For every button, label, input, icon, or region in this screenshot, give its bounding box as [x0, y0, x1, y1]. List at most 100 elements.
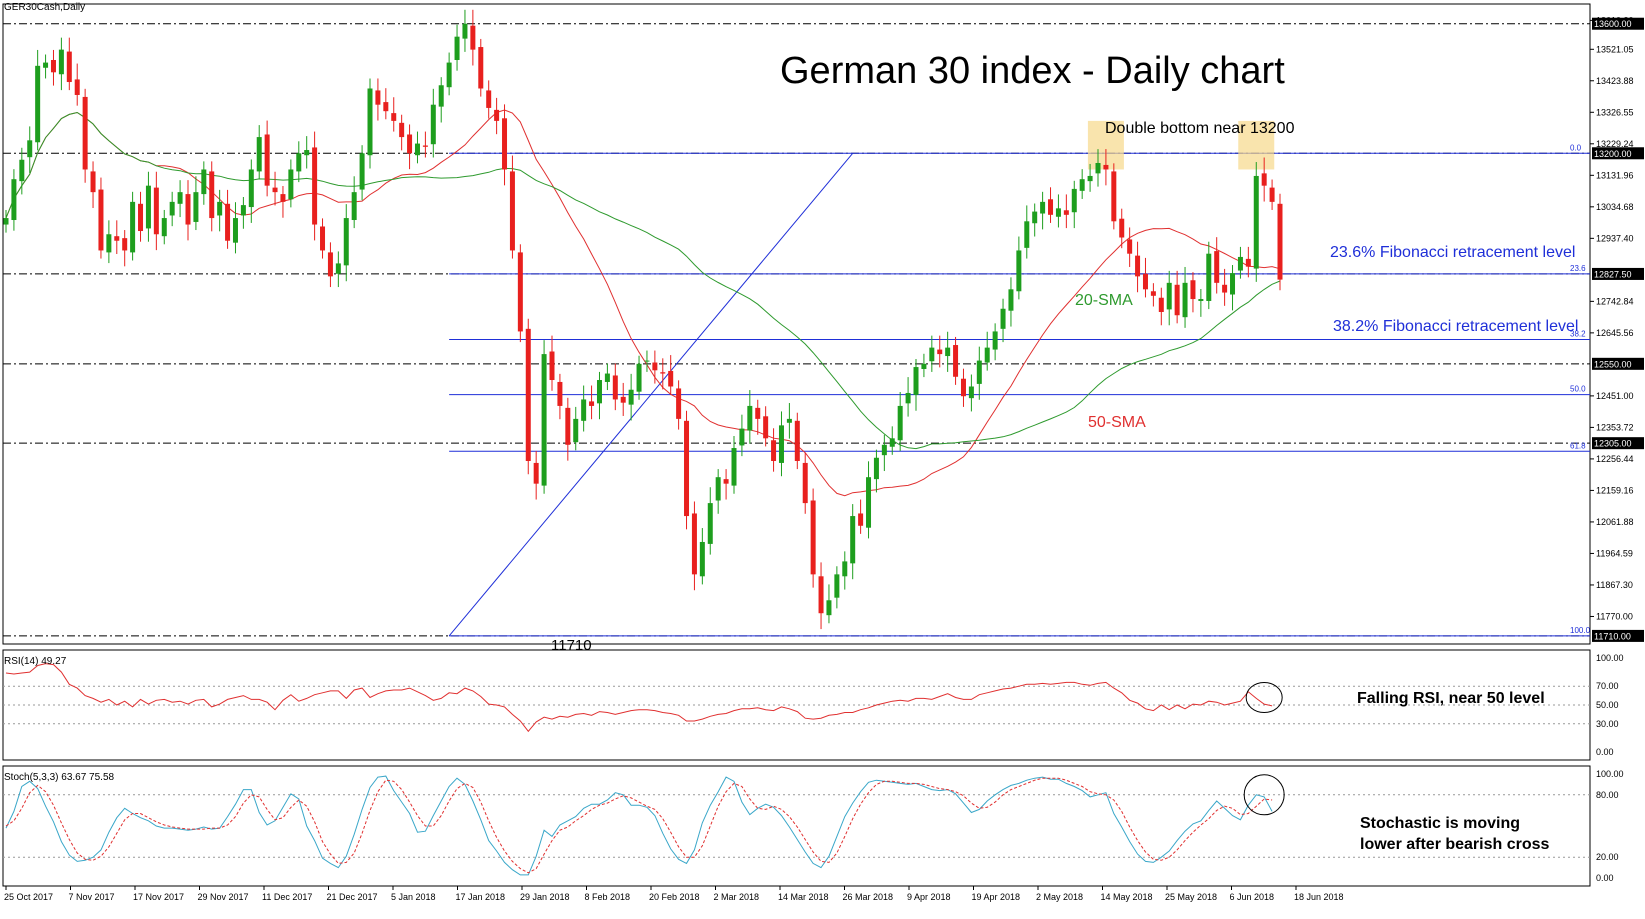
candle-body: [620, 396, 626, 403]
candle-body: [470, 25, 476, 50]
candle-body: [288, 169, 294, 200]
level-label: 12827.50: [1594, 269, 1632, 279]
candle-body: [676, 388, 682, 419]
candle-body: [668, 370, 674, 387]
candle-body: [1032, 211, 1038, 224]
candle-body: [66, 51, 72, 83]
candle-body: [161, 218, 167, 237]
candle-body: [905, 392, 911, 404]
candle-body: [881, 444, 887, 456]
candle-body: [921, 363, 927, 370]
candle-body: [596, 380, 602, 404]
candle-body: [525, 328, 531, 461]
candle-body: [1269, 187, 1275, 202]
candle-body: [486, 90, 492, 108]
rsi-tick-label: 30.00: [1596, 719, 1619, 729]
candle-body: [320, 226, 326, 251]
candle-body: [264, 134, 270, 186]
pane-frame-2: [2, 765, 1591, 887]
candle-body: [1111, 171, 1117, 222]
stoch-tick-label: 20.00: [1596, 852, 1619, 862]
price-tick-label: 13521.05: [1596, 44, 1634, 54]
price-tick-label: 13131.96: [1596, 170, 1634, 180]
candle-body: [351, 192, 357, 221]
candle-body: [209, 171, 215, 219]
candle-body: [960, 378, 966, 397]
candle-body: [58, 49, 64, 75]
sma50-label: 50-SMA: [1088, 414, 1146, 431]
price-tick-label: 12742.84: [1596, 296, 1634, 306]
candle-body: [976, 360, 982, 384]
candle-body: [1055, 208, 1061, 217]
candle-body: [1016, 250, 1022, 292]
level-box: [1592, 267, 1644, 280]
price-tick-label: 13034.68: [1596, 202, 1634, 212]
candle-body: [359, 153, 365, 190]
candle-body: [185, 194, 191, 225]
fib-level-label: 23.6: [1570, 264, 1586, 273]
candle-body: [747, 405, 753, 431]
rsi-tick-label: 0.00: [1596, 747, 1614, 757]
candle-body: [478, 47, 484, 89]
rsi-circle: [1245, 681, 1283, 713]
candle-body: [177, 192, 183, 204]
candle-body: [913, 367, 919, 395]
candle-body: [826, 600, 832, 616]
x-tick-label: 8 Feb 2018: [585, 892, 631, 902]
fib-level-label: 61.8: [1570, 441, 1586, 450]
stoch-tick-label: 80.00: [1596, 790, 1619, 800]
candle-body: [335, 263, 341, 274]
candle-body: [755, 407, 761, 419]
candle-body: [1095, 162, 1101, 174]
candle-body: [1190, 280, 1196, 300]
x-tick-label: 25 May 2018: [1165, 892, 1217, 902]
candle-body: [549, 351, 555, 381]
candle-body: [533, 462, 539, 484]
candle-body: [810, 500, 816, 575]
candle-body: [953, 345, 959, 377]
candle-body: [1048, 199, 1054, 215]
price-tick-label: 11770.00: [1596, 611, 1633, 621]
candle-body: [193, 192, 199, 222]
candle-body: [50, 59, 56, 73]
candle-body: [422, 145, 428, 147]
x-tick-label: 2 May 2018: [1036, 892, 1083, 902]
rsi-tick-label: 70.00: [1596, 681, 1619, 691]
candle-body: [557, 381, 563, 406]
fib-level-label: 38.2: [1570, 330, 1586, 339]
candle-body: [1277, 203, 1283, 280]
candle-body: [1182, 282, 1188, 318]
candle-body: [1230, 273, 1236, 295]
candle-body: [217, 201, 223, 216]
candle-body: [1008, 289, 1014, 311]
stoch-tick-label: 0.00: [1596, 873, 1614, 883]
candle-body: [771, 440, 777, 461]
candle-body: [248, 169, 254, 208]
candle-body: [375, 90, 381, 105]
candle-body: [153, 187, 159, 235]
candle-body: [454, 36, 460, 60]
candle-body: [573, 418, 579, 443]
candle-body: [35, 65, 41, 143]
candle-body: [383, 102, 389, 112]
candle-body: [462, 23, 468, 39]
candle-body: [778, 425, 784, 463]
x-tick-label: 17 Jan 2018: [456, 892, 506, 902]
x-tick-label: 18 Jun 2018: [1294, 892, 1344, 902]
x-tick-label: 5 Jan 2018: [391, 892, 436, 902]
chart-title: German 30 index - Daily chart: [780, 50, 1285, 92]
candle-body: [723, 479, 729, 484]
candle-body: [414, 143, 420, 156]
fib-382-label: 38.2% Fibonacci retracement level: [1333, 318, 1579, 335]
candle-body: [27, 140, 33, 158]
stoch-tick-label: 100.00: [1596, 769, 1624, 779]
sma20-label: 20-SMA: [1075, 292, 1133, 309]
price-tick-label: 13423.88: [1596, 76, 1634, 86]
candle-body: [1063, 210, 1069, 215]
candle-body: [1245, 258, 1251, 267]
candle-body: [889, 438, 895, 447]
candle-body: [1253, 175, 1259, 269]
candle-body: [628, 389, 634, 405]
candle-body: [652, 362, 658, 371]
